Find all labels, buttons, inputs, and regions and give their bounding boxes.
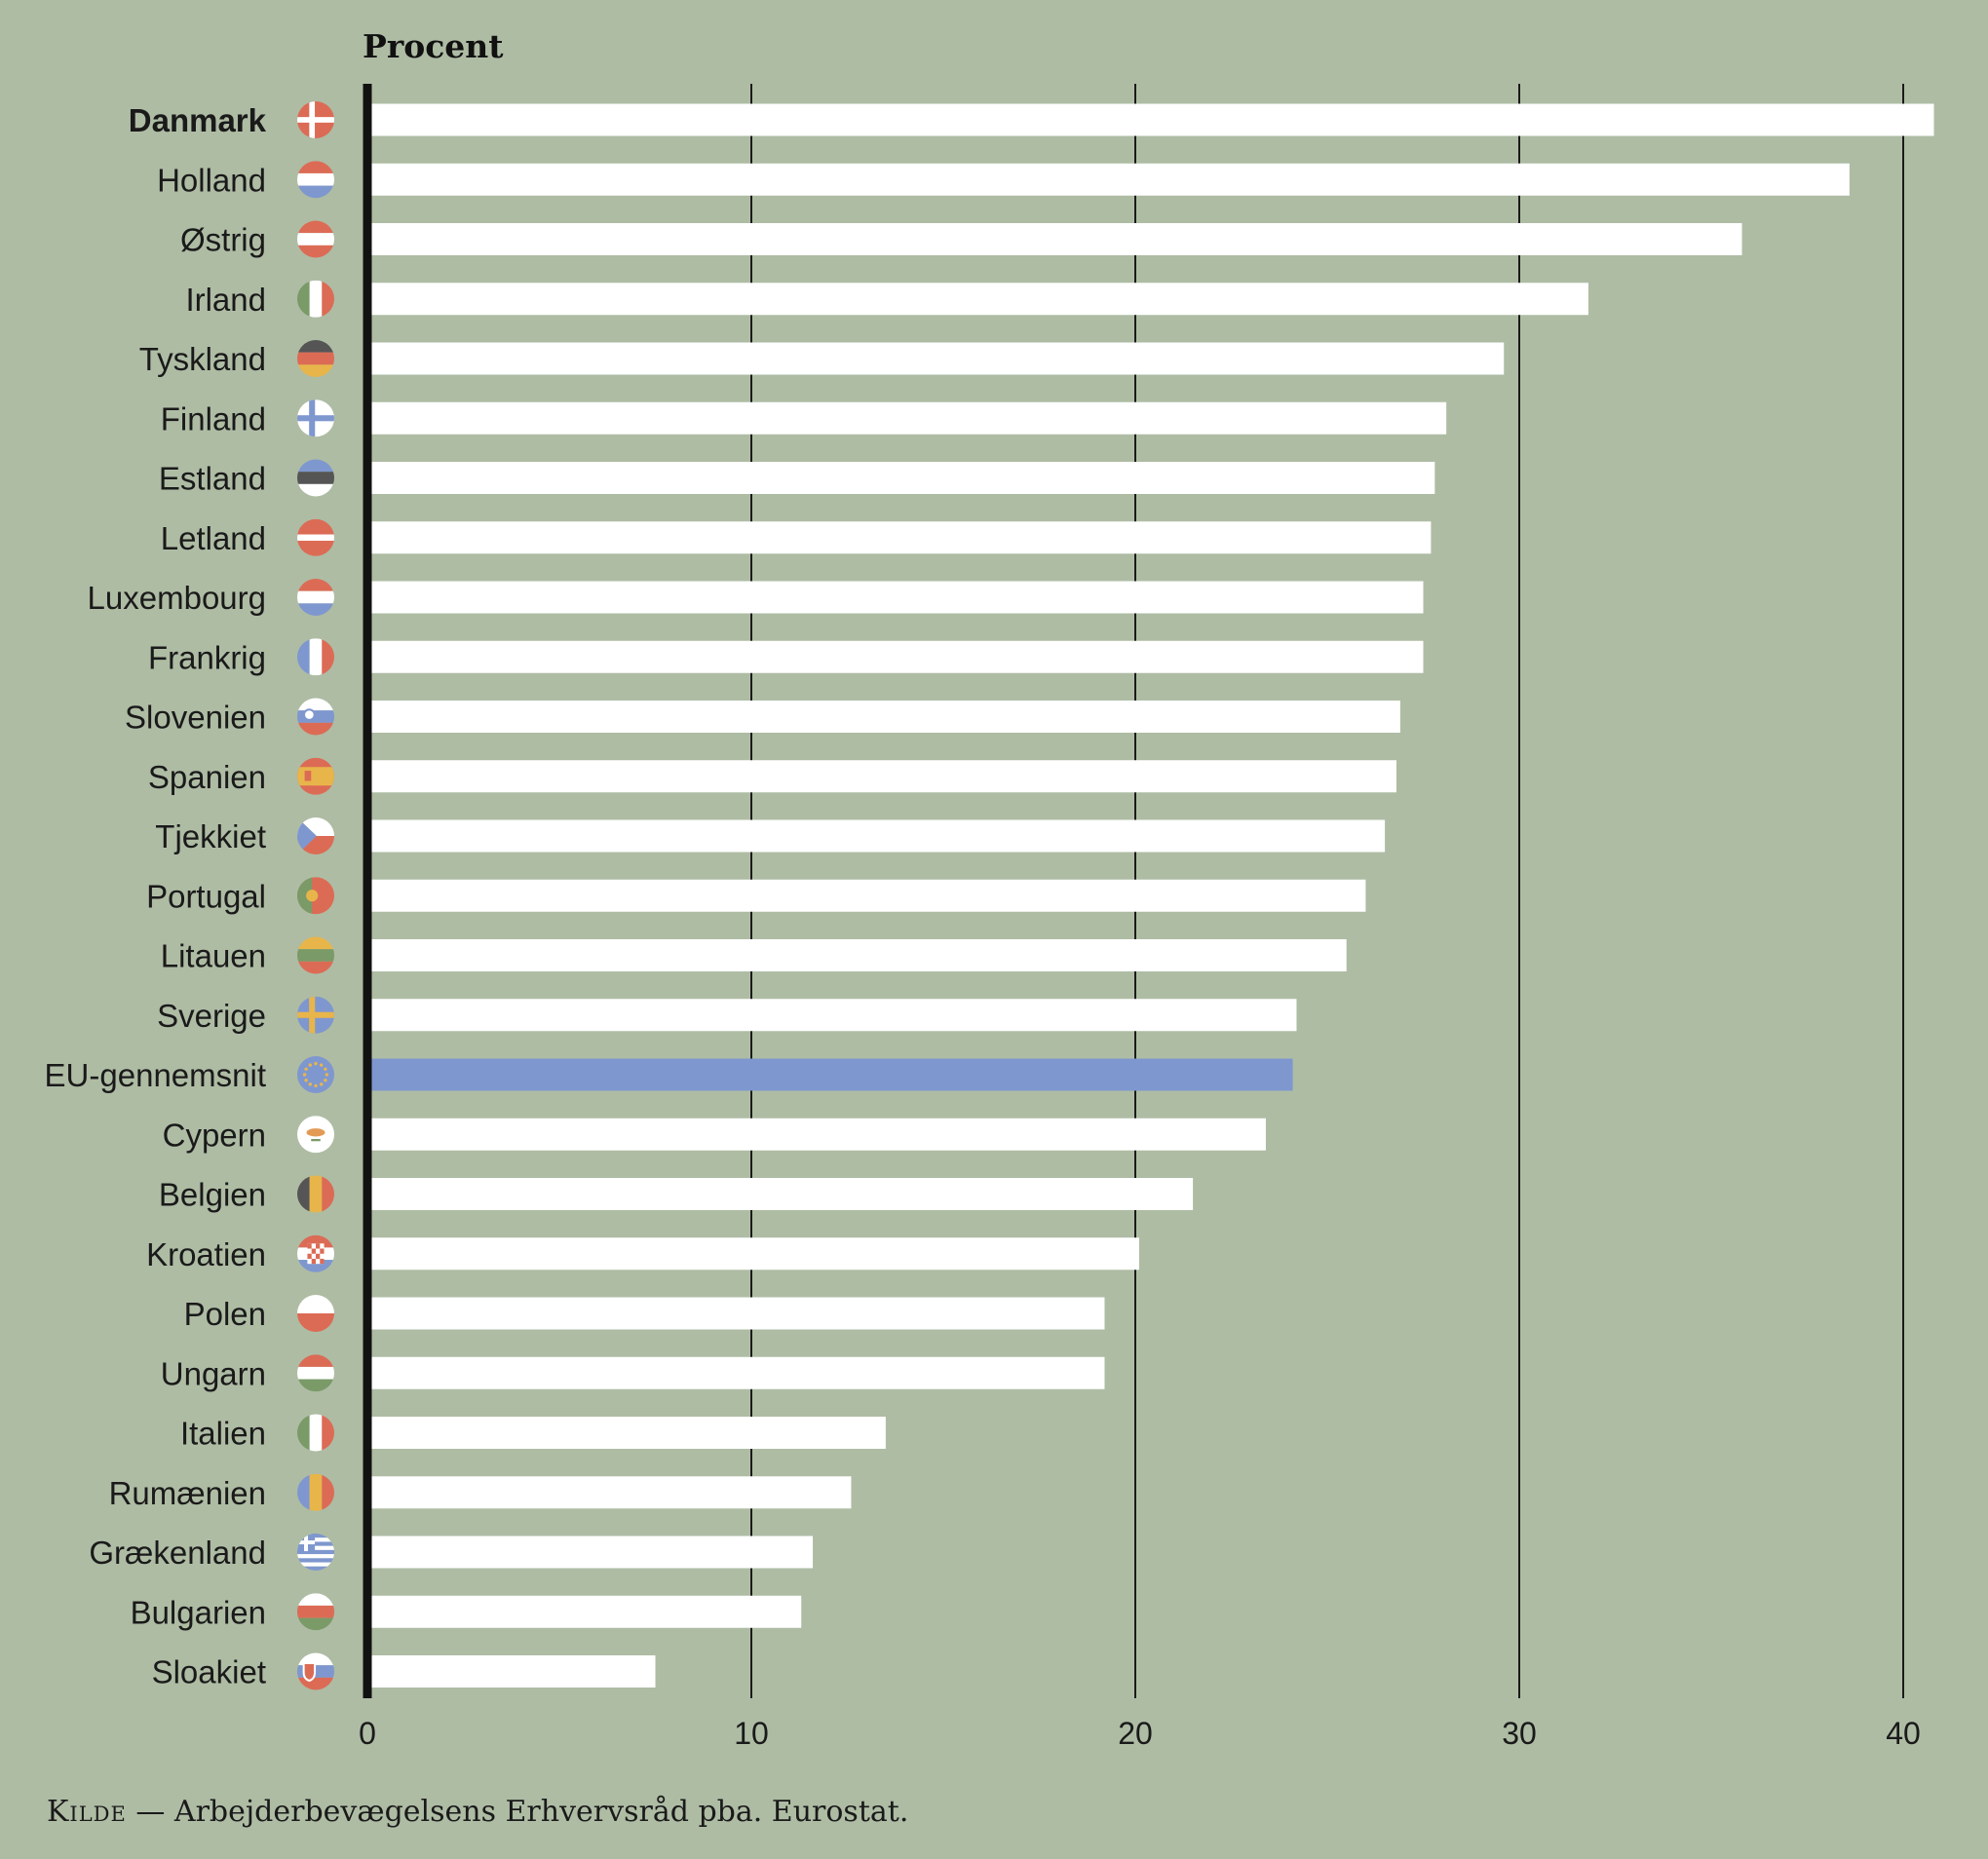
flag-poland-icon bbox=[297, 1295, 334, 1332]
bars bbox=[367, 103, 1934, 1688]
flag-eu-icon bbox=[297, 1056, 334, 1093]
bar-slovenien bbox=[367, 701, 1400, 733]
category-label-italien: Italien bbox=[180, 1416, 266, 1452]
category-label-belgien: Belgien bbox=[159, 1177, 266, 1213]
bar-tyskland bbox=[367, 342, 1505, 375]
category-label-eu-gennemsnit: EU-gennemsnit bbox=[45, 1057, 266, 1093]
category-label-gr-kenland: Grækenland bbox=[89, 1535, 266, 1571]
flag-spain-icon bbox=[297, 757, 334, 795]
flag-slovenia-icon bbox=[297, 698, 334, 736]
bar-sverige bbox=[367, 999, 1297, 1032]
flag-italy-icon bbox=[297, 1414, 334, 1452]
flag-czechia-icon bbox=[297, 817, 334, 854]
flag-lithuania-icon bbox=[297, 936, 334, 974]
flag-cyprus-icon bbox=[297, 1116, 334, 1154]
category-label-cypern: Cypern bbox=[163, 1117, 266, 1153]
flag-france-icon bbox=[297, 638, 334, 676]
bar-rum-nien bbox=[367, 1476, 852, 1509]
flag-ireland-icon bbox=[297, 280, 334, 318]
flag-latvia-icon bbox=[297, 518, 334, 556]
source-text: — Arbejderbevægelsens Erhvervsråd pba. E… bbox=[126, 1795, 909, 1829]
bar-finland bbox=[367, 401, 1447, 435]
flag-romania-icon bbox=[297, 1473, 334, 1511]
bar-portugal bbox=[367, 879, 1366, 912]
category-label-litauen: Litauen bbox=[161, 938, 266, 974]
flag-finland-icon bbox=[297, 399, 334, 437]
category-label-irland: Irland bbox=[185, 282, 266, 318]
category-label-ungarn: Ungarn bbox=[161, 1355, 266, 1391]
bar-bulgarien bbox=[367, 1595, 802, 1628]
bar-cypern bbox=[367, 1118, 1266, 1151]
bar-frankrig bbox=[367, 640, 1424, 673]
bar-danmark bbox=[367, 103, 1934, 136]
flag-hungary-icon bbox=[297, 1354, 334, 1392]
flags bbox=[297, 101, 334, 1690]
category-label-sverige: Sverige bbox=[157, 998, 266, 1034]
category-label-kroatien: Kroatien bbox=[146, 1236, 266, 1272]
bar-eu-gennemsnit bbox=[367, 1058, 1293, 1091]
source-note: Kilde — Arbejderbevægelsens Erhvervsråd … bbox=[47, 1795, 908, 1829]
category-label-finland: Finland bbox=[161, 400, 266, 436]
tick-labels: 0 10 20 30 40 bbox=[359, 1716, 1921, 1751]
tick-label-0: 0 bbox=[359, 1716, 376, 1751]
flag-croatia-icon bbox=[297, 1234, 334, 1272]
flag-estonia-icon bbox=[297, 459, 334, 497]
bar-tjekkiet bbox=[367, 819, 1386, 853]
flag-sweden-icon bbox=[297, 996, 334, 1034]
category-label--strig: Østrig bbox=[180, 222, 266, 258]
category-label-portugal: Portugal bbox=[146, 878, 266, 914]
flag-germany-icon bbox=[297, 340, 334, 377]
bar-italien bbox=[367, 1417, 886, 1449]
bar-sloakiet bbox=[367, 1655, 656, 1688]
category-label-danmark: Danmark bbox=[129, 102, 267, 138]
category-label-frankrig: Frankrig bbox=[148, 639, 266, 675]
bar-spanien bbox=[367, 760, 1396, 793]
bar--strig bbox=[367, 223, 1742, 255]
flag-netherlands-icon bbox=[297, 161, 334, 199]
tick-label-20: 20 bbox=[1118, 1716, 1153, 1751]
flag-luxembourg-icon bbox=[297, 579, 334, 616]
flag-greece-icon bbox=[297, 1534, 334, 1571]
tick-label-40: 40 bbox=[1886, 1716, 1921, 1751]
flag-bulgaria-icon bbox=[297, 1593, 334, 1631]
bar-holland bbox=[367, 163, 1850, 196]
bar-gr-kenland bbox=[367, 1536, 814, 1569]
bar-estland bbox=[367, 462, 1435, 494]
category-labels: Danmark Holland Østrig Irland Tyskland Finlan… bbox=[45, 102, 267, 1690]
category-label-holland: Holland bbox=[157, 162, 266, 198]
bar-litauen bbox=[367, 939, 1347, 971]
category-label-sloakiet: Sloakiet bbox=[152, 1654, 266, 1690]
category-label-bulgarien: Bulgarien bbox=[131, 1594, 266, 1630]
tick-label-30: 30 bbox=[1502, 1716, 1537, 1751]
category-label-slovenien: Slovenien bbox=[125, 700, 266, 736]
bar-belgien bbox=[367, 1178, 1194, 1210]
flag-portugal-icon bbox=[297, 877, 334, 915]
category-label-spanien: Spanien bbox=[148, 759, 266, 795]
bar-luxembourg bbox=[367, 581, 1424, 614]
flag-denmark-icon bbox=[297, 101, 334, 138]
bar-polen bbox=[367, 1297, 1105, 1330]
category-label-tyskland: Tyskland bbox=[139, 341, 266, 377]
category-label-tjekkiet: Tjekkiet bbox=[155, 818, 266, 854]
source-label: Kilde bbox=[47, 1795, 127, 1829]
bar-ungarn bbox=[367, 1356, 1105, 1389]
tick-label-10: 10 bbox=[734, 1716, 769, 1751]
flag-austria-icon bbox=[297, 220, 334, 258]
bar-irland bbox=[367, 283, 1588, 316]
axis-title: Procent bbox=[363, 27, 504, 65]
category-label-letland: Letland bbox=[161, 520, 266, 556]
flag-belgium-icon bbox=[297, 1175, 334, 1213]
category-label-estland: Estland bbox=[159, 461, 266, 497]
category-label-rum-nien: Rumænien bbox=[109, 1475, 266, 1511]
flag-slovakia-icon bbox=[297, 1652, 334, 1690]
category-label-luxembourg: Luxembourg bbox=[88, 580, 266, 616]
bar-kroatien bbox=[367, 1237, 1139, 1271]
bar-letland bbox=[367, 521, 1432, 554]
category-label-polen: Polen bbox=[184, 1296, 266, 1332]
